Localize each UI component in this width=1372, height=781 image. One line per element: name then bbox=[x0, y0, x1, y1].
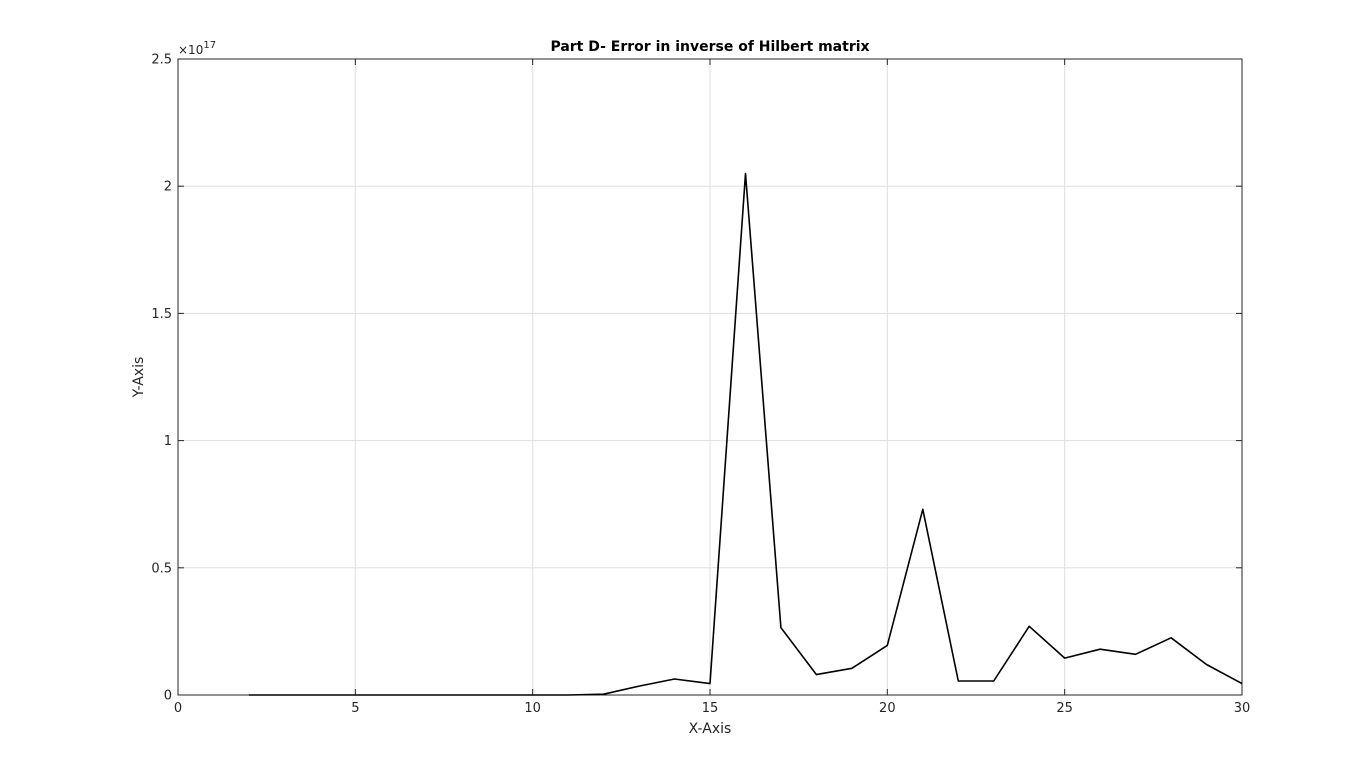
y-tick-label: 2.5 bbox=[151, 53, 172, 68]
x-tick-label: 10 bbox=[524, 701, 541, 716]
x-tick-label: 15 bbox=[702, 701, 719, 716]
chart-title: Part D- Error in inverse of Hilbert matr… bbox=[550, 39, 869, 55]
y-tick-label: 0 bbox=[164, 689, 172, 704]
y-axis-multiplier-exponent: 17 bbox=[203, 40, 216, 51]
series-line bbox=[248, 172, 1243, 696]
y-axis-multiplier-base: ×10 bbox=[178, 43, 203, 57]
x-tick-label: 5 bbox=[351, 701, 359, 716]
x-tick-label: 20 bbox=[879, 701, 896, 716]
y-tick-label: 1.5 bbox=[151, 307, 172, 322]
x-tick-label: 25 bbox=[1056, 701, 1073, 716]
y-axis-multiplier: ×1017 bbox=[178, 40, 216, 57]
x-tick-label: 0 bbox=[174, 701, 182, 716]
ticks: 0 5 10 15 20 25 30 0 0.5 1 1.5 2 2.5 bbox=[151, 53, 1250, 717]
series bbox=[248, 172, 1243, 696]
x-axis-label: X-Axis bbox=[689, 721, 732, 737]
grid bbox=[177, 58, 1243, 696]
y-axis-label: Y-Axis bbox=[131, 357, 147, 399]
y-tick-label: 0.5 bbox=[151, 561, 172, 576]
y-tick-label: 2 bbox=[164, 180, 172, 195]
y-tick-label: 1 bbox=[164, 434, 172, 449]
x-tick-label: 30 bbox=[1234, 701, 1251, 716]
